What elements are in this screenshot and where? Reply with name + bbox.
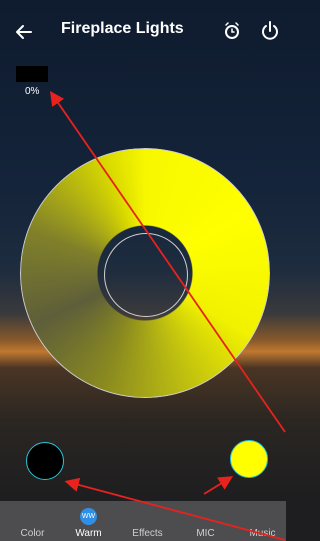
annotation-arrows [0, 0, 286, 541]
arrow [68, 482, 285, 540]
arrow [204, 478, 230, 494]
arrow [52, 94, 285, 432]
